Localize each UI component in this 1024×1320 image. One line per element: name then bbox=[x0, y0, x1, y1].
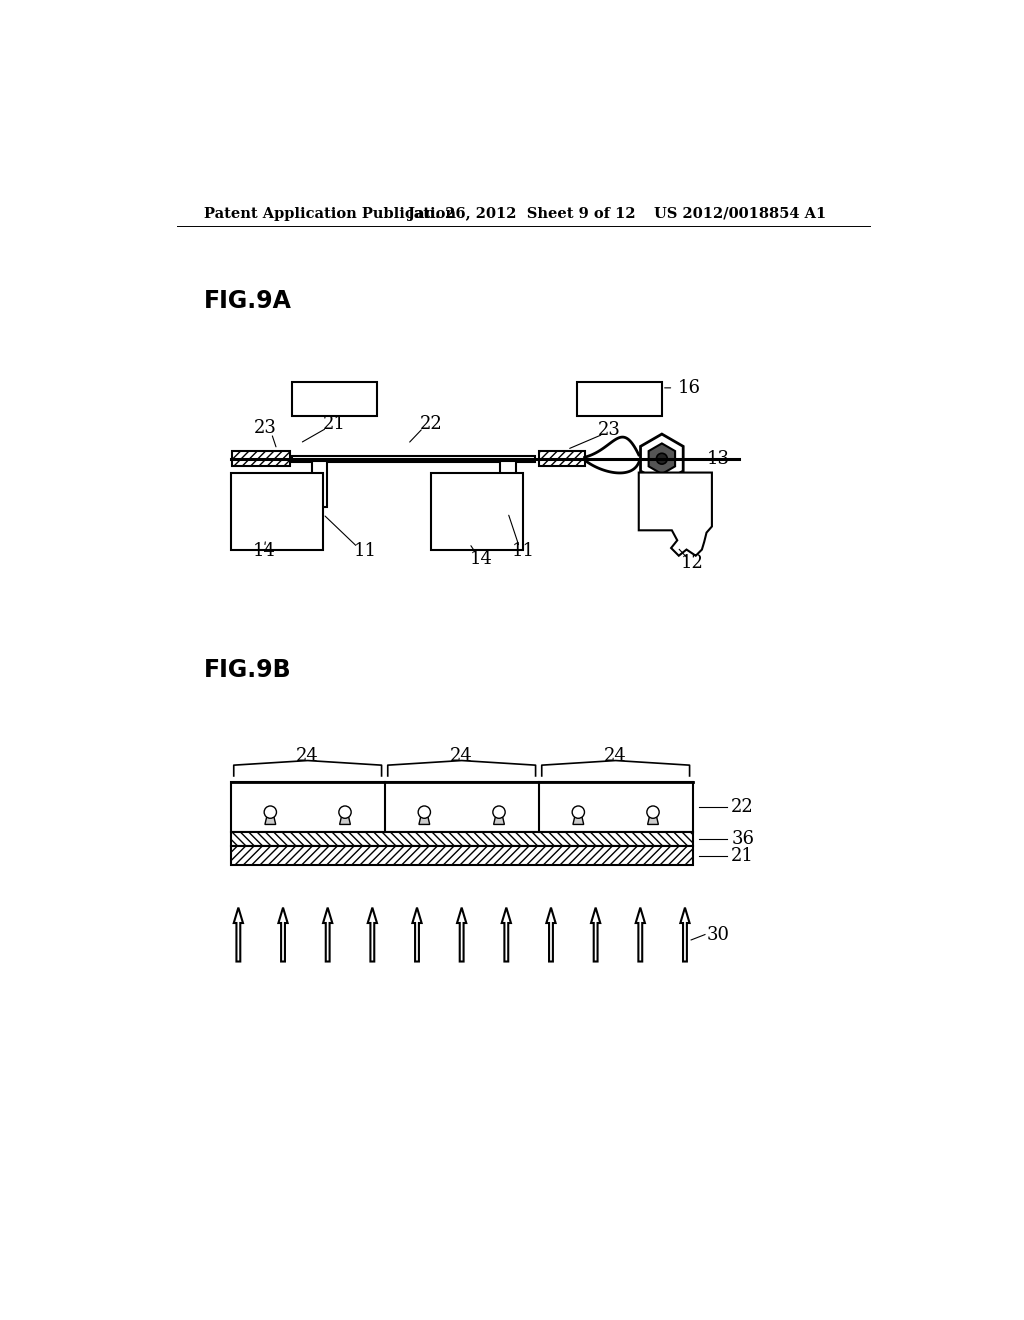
Text: 23: 23 bbox=[598, 421, 621, 440]
Text: US 2012/0018854 A1: US 2012/0018854 A1 bbox=[654, 207, 826, 220]
Text: 22: 22 bbox=[731, 799, 754, 816]
Bar bbox=[578, 381, 662, 416]
Text: 16: 16 bbox=[677, 379, 700, 397]
Polygon shape bbox=[641, 434, 683, 483]
Text: 24: 24 bbox=[604, 747, 627, 764]
Text: 30: 30 bbox=[707, 925, 729, 944]
Bar bbox=[292, 455, 535, 462]
Text: Jan. 26, 2012  Sheet 9 of 12: Jan. 26, 2012 Sheet 9 of 12 bbox=[408, 207, 635, 220]
Bar bbox=[232, 451, 290, 466]
Bar bbox=[230, 846, 692, 866]
Text: FIG.9A: FIG.9A bbox=[204, 289, 292, 313]
Polygon shape bbox=[233, 908, 243, 961]
Polygon shape bbox=[502, 908, 511, 961]
Bar bbox=[230, 781, 692, 832]
Text: 23: 23 bbox=[254, 418, 276, 437]
Text: 11: 11 bbox=[512, 543, 535, 560]
Text: 36: 36 bbox=[731, 830, 754, 847]
Text: 21: 21 bbox=[731, 846, 754, 865]
Polygon shape bbox=[647, 817, 658, 825]
Circle shape bbox=[493, 807, 505, 818]
Circle shape bbox=[572, 807, 585, 818]
Text: Patent Application Publication: Patent Application Publication bbox=[204, 207, 456, 220]
Polygon shape bbox=[639, 473, 712, 556]
Polygon shape bbox=[265, 817, 275, 825]
Polygon shape bbox=[648, 444, 675, 474]
Polygon shape bbox=[636, 908, 645, 961]
Polygon shape bbox=[591, 908, 600, 961]
Polygon shape bbox=[494, 817, 505, 825]
Bar bbox=[539, 451, 585, 466]
Polygon shape bbox=[340, 817, 350, 825]
Bar bbox=[292, 381, 377, 416]
Polygon shape bbox=[413, 908, 422, 961]
Text: 11: 11 bbox=[354, 543, 377, 560]
Circle shape bbox=[647, 807, 659, 818]
Polygon shape bbox=[547, 908, 556, 961]
Polygon shape bbox=[323, 908, 333, 961]
Bar bbox=[230, 832, 692, 846]
Polygon shape bbox=[419, 817, 430, 825]
Text: 12: 12 bbox=[681, 553, 705, 572]
Polygon shape bbox=[572, 817, 584, 825]
Polygon shape bbox=[457, 908, 466, 961]
Text: 21: 21 bbox=[324, 414, 346, 433]
Text: 14: 14 bbox=[469, 550, 493, 568]
Polygon shape bbox=[680, 908, 689, 961]
Polygon shape bbox=[279, 908, 288, 961]
Bar bbox=[431, 473, 523, 549]
Circle shape bbox=[264, 807, 276, 818]
Text: 13: 13 bbox=[707, 450, 729, 467]
Circle shape bbox=[418, 807, 430, 818]
Bar bbox=[311, 461, 327, 507]
Text: FIG.9B: FIG.9B bbox=[204, 659, 292, 682]
Text: 14: 14 bbox=[252, 543, 275, 560]
Text: 24: 24 bbox=[296, 747, 319, 764]
Circle shape bbox=[339, 807, 351, 818]
Circle shape bbox=[656, 453, 668, 465]
Text: 24: 24 bbox=[451, 747, 473, 764]
Bar bbox=[500, 461, 515, 507]
Polygon shape bbox=[368, 908, 377, 961]
Bar bbox=[230, 473, 323, 549]
Text: 22: 22 bbox=[420, 414, 442, 433]
